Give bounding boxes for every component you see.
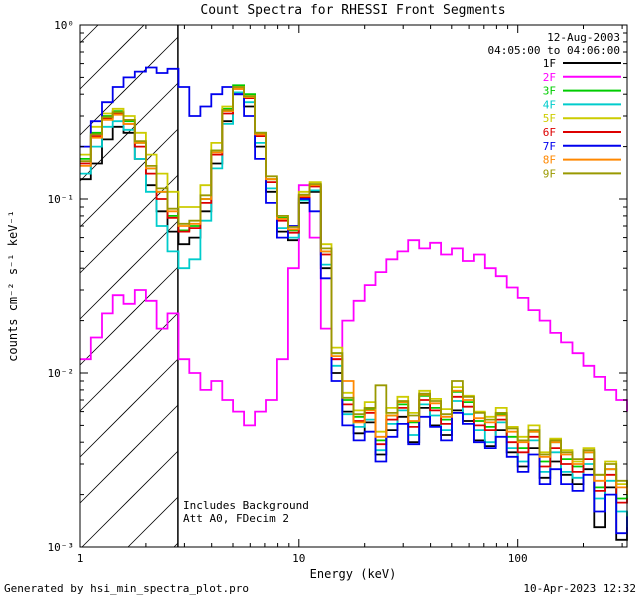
legend-label-2F: 2F	[543, 71, 556, 84]
series-line-9F	[80, 86, 628, 488]
plot-frame	[79, 24, 628, 548]
y-tick-label: 10⁰	[54, 19, 74, 32]
footer-credit: Generated by hsi_min_spectra_plot.pro	[4, 582, 249, 595]
observation-date: 12-Aug-2003	[547, 31, 620, 44]
annotation-attenuator-state: Att A0, FDecim 2	[183, 512, 289, 525]
footer-timestamp: 10-Apr-2023 12:32	[523, 582, 636, 595]
x-tick-label: 100	[508, 552, 528, 565]
legend-label-5F: 5F	[543, 112, 556, 125]
legend-label-4F: 4F	[543, 98, 556, 111]
legend-label-6F: 6F	[543, 126, 556, 139]
legend-label-1F: 1F	[543, 57, 556, 70]
y-tick-label: 10⁻²	[48, 367, 75, 380]
chart-title: Count Spectra for RHESSI Front Segments	[200, 3, 505, 18]
y-tick-label: 10⁻¹	[48, 193, 75, 206]
series-line-2F	[80, 184, 628, 427]
x-axis-label: Energy (keV)	[310, 567, 397, 581]
y-axis-label: counts cm⁻² s⁻¹ keV⁻¹	[6, 210, 20, 362]
observation-time-range: 04:05:00 to 04:06:00	[488, 44, 620, 57]
legend-label-3F: 3F	[543, 85, 556, 98]
series-lines	[80, 66, 628, 541]
x-tick-label: 10	[292, 552, 305, 565]
series-line-7F	[80, 66, 628, 535]
tick-labels: 1 10 100 10⁻³ 10⁻² 10⁻¹ 10⁰	[48, 19, 528, 565]
y-tick-label: 10⁻³	[48, 541, 75, 554]
legend-label-7F: 7F	[543, 140, 556, 153]
hatched-attenuator-region	[79, 24, 179, 548]
legend-label-9F: 9F	[543, 167, 556, 180]
axis-ticks	[79, 24, 627, 548]
x-tick-label: 1	[77, 552, 84, 565]
annotation-includes-background: Includes Background	[183, 499, 309, 512]
legend-label-8F: 8F	[543, 154, 556, 167]
